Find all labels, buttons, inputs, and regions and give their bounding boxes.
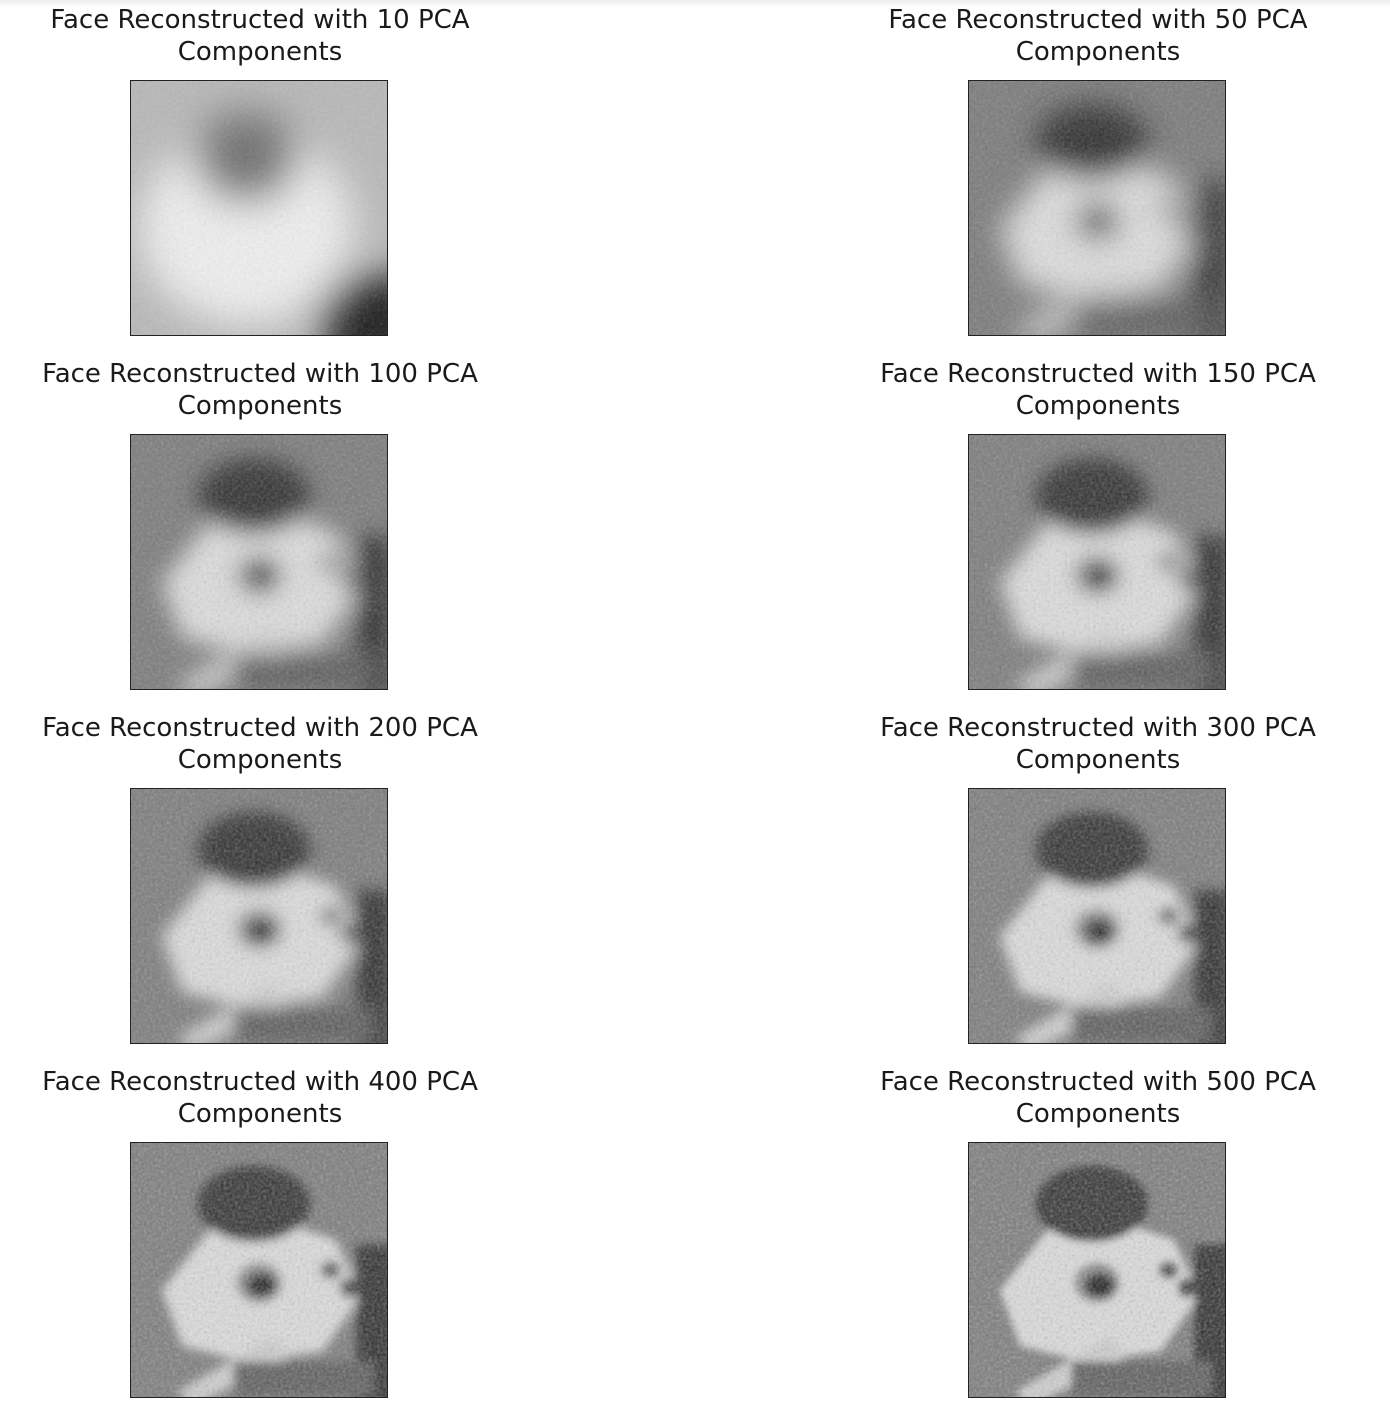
- reconstructed-face-image: [130, 434, 388, 690]
- subplot-title: Face Reconstructed with 100 PCA Componen…: [42, 359, 478, 421]
- subplot-panel: Face Reconstructed with 300 PCA Componen…: [838, 712, 1358, 1052]
- subplot-panel: Face Reconstructed with 500 PCA Componen…: [838, 1066, 1358, 1406]
- subplot-panel: Face Reconstructed with 50 PCA Component…: [838, 4, 1358, 344]
- subplot-title: Face Reconstructed with 50 PCA Component…: [888, 5, 1308, 67]
- subplot-panel: Face Reconstructed with 200 PCA Componen…: [0, 712, 520, 1052]
- reconstructed-face-image: [130, 80, 388, 336]
- reconstructed-face-image: [968, 80, 1226, 336]
- subplot-panel: Face Reconstructed with 100 PCA Componen…: [0, 358, 520, 698]
- subplot-panel: Face Reconstructed with 10 PCA Component…: [0, 4, 520, 344]
- subplot-title: Face Reconstructed with 200 PCA Componen…: [42, 713, 478, 775]
- subplot-title: Face Reconstructed with 300 PCA Componen…: [880, 713, 1316, 775]
- window-top-shade: [0, 0, 1390, 8]
- subplot-panel: Face Reconstructed with 150 PCA Componen…: [838, 358, 1358, 698]
- subplot-panel: Face Reconstructed with 400 PCA Componen…: [0, 1066, 520, 1406]
- subplot-title: Face Reconstructed with 150 PCA Componen…: [880, 359, 1316, 421]
- reconstructed-face-image: [130, 788, 388, 1044]
- reconstructed-face-image: [130, 1142, 388, 1398]
- subplot-title: Face Reconstructed with 500 PCA Componen…: [880, 1067, 1316, 1129]
- reconstructed-face-image: [968, 788, 1226, 1044]
- reconstructed-face-image: [968, 1142, 1226, 1398]
- subplot-title: Face Reconstructed with 10 PCA Component…: [50, 5, 470, 67]
- reconstructed-face-image: [968, 434, 1226, 690]
- subplot-title: Face Reconstructed with 400 PCA Componen…: [42, 1067, 478, 1129]
